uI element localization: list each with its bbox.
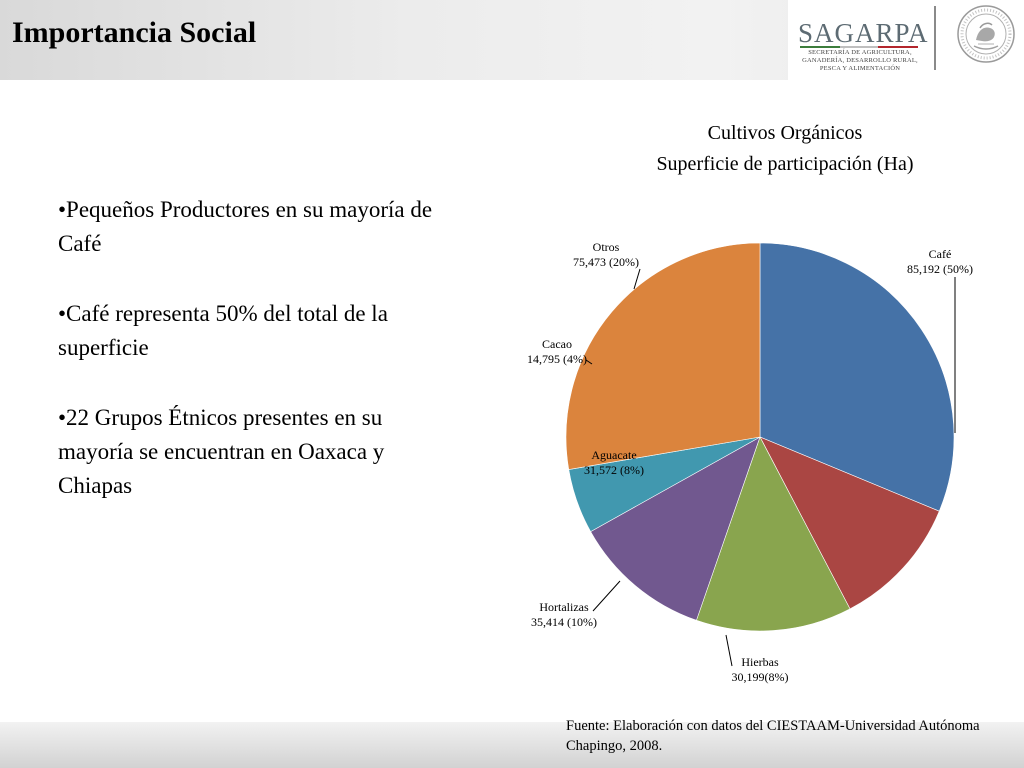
pie-slice-hierbas: [759, 436, 940, 610]
bullet-list: •Pequeños Productores en su mayoría de C…: [58, 193, 438, 539]
leader-line-cacao: [585, 359, 593, 365]
logo-divider: [934, 6, 936, 70]
chart-title-block: Cultivos Orgánicos Superficie de partici…: [560, 118, 1010, 180]
sagarpa-wordmark: SAGARPA: [798, 18, 929, 48]
pie-value-label-hortalizas: 35,414 (10%): [531, 615, 597, 629]
sagarpa-logo: SAGARPA SECRETARÍA DE AGRICULTURA, GANAD…: [788, 0, 1024, 80]
chart-title: Cultivos Orgánicos: [707, 122, 863, 144]
pie-label-cafe: Café: [929, 247, 952, 261]
pie-value-label-cafe: 85,192 (50%): [907, 262, 973, 276]
pie-slice-aguacate: [590, 436, 761, 621]
pie-value-label-aguacate: 31,572 (8%): [584, 463, 644, 477]
pie-label-hortalizas: Hortalizas: [539, 600, 589, 614]
pie-label-hierbas: Hierbas: [741, 655, 779, 669]
tricolor-rule: [800, 46, 918, 48]
pie-slice-hortalizas: [696, 436, 851, 632]
mexico-seal-icon: [957, 5, 1015, 63]
bullet-item: •Café representa 50% del total de la sup…: [58, 301, 388, 360]
pie-slice-otros: [565, 242, 761, 470]
pie-slice-cafe: [759, 242, 955, 512]
sagarpa-subtitle: SECRETARÍA DE AGRICULTURA, GANADERÍA, DE…: [802, 49, 918, 72]
pie-value-label-otros: 75,473 (20%): [573, 255, 639, 269]
leader-line-hierbas: [725, 634, 733, 667]
leader-line-otros: [633, 268, 641, 290]
pie-label-aguacate: Aguacate: [591, 448, 636, 462]
pie-label-otros: Otros: [593, 240, 620, 254]
header-bar: Importancia Social SAGARPA SECRETARÍA DE…: [0, 0, 1024, 80]
chart-subtitle: Superficie de participación (Ha): [656, 153, 914, 175]
leader-line-hortalizas: [592, 580, 621, 612]
bullet-item: •Pequeños Productores en su mayoría de C…: [58, 197, 433, 256]
footer-bar: [0, 722, 1024, 768]
pie-value-label-hierbas: 30,199(8%): [732, 670, 789, 684]
page-title: Importancia Social: [12, 16, 257, 49]
pie-value-label-cacao: 14,795 (4%): [527, 352, 587, 366]
bullet-item: •22 Grupos Étnicos presentes en su mayor…: [58, 405, 385, 498]
source-note: Fuente: Elaboración con datos del CIESTA…: [566, 718, 980, 754]
pie-label-cacao: Cacao: [542, 337, 572, 351]
